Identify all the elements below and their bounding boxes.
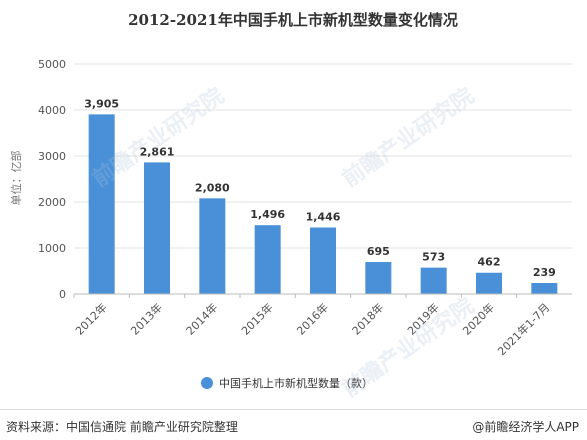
y-axis-ticks: 0 1000 2000 3000 4000 5000	[38, 58, 66, 301]
x-tick-label: 2014年	[183, 300, 220, 337]
y-tick-label: 1000	[38, 242, 66, 255]
bar-chart: 2012-2021年中国手机上市新机型数量变化情况 0 1000 2000 3000 4…	[9, 11, 572, 390]
data-label: 2,080	[195, 181, 230, 194]
x-tick-label: 2019年	[404, 300, 441, 337]
data-label: 3,905	[84, 97, 119, 110]
y-tick-label: 4000	[38, 104, 66, 117]
legend-label: 中国手机上市新机型数量（款）	[219, 376, 373, 390]
x-tick-label: 2012年	[72, 300, 109, 337]
bar	[475, 272, 503, 294]
y-axis-label: 单位：亿部	[9, 151, 23, 206]
data-label: 695	[367, 245, 390, 258]
x-axis-ticks: 2012年 2013年 2014年 2015年 2016年 2018年 2019年 2020年…	[72, 294, 552, 358]
legend-swatch	[201, 377, 213, 389]
x-tick-label: 2015年	[238, 300, 275, 337]
x-tick-label: 2018年	[349, 300, 386, 337]
brand-credit: @前瞻经济学人APP	[472, 420, 579, 434]
data-label: 573	[422, 251, 445, 264]
data-label: 462	[478, 256, 501, 269]
y-tick-label: 3000	[38, 150, 66, 163]
bar	[420, 267, 447, 294]
x-tick-label: 2021年1-7月	[494, 300, 552, 358]
bar	[143, 162, 171, 294]
y-tick-label: 0	[59, 288, 66, 301]
y-tick-label: 5000	[38, 58, 66, 71]
bars	[88, 114, 558, 295]
y-tick-label: 2000	[38, 196, 66, 209]
bar	[365, 262, 392, 294]
data-label: 239	[533, 266, 556, 279]
chart-title: 2012-2021年中国手机上市新机型数量变化情况	[128, 11, 458, 29]
bar	[254, 225, 281, 294]
bar	[309, 227, 337, 294]
bar	[531, 283, 558, 294]
legend: 中国手机上市新机型数量（款）	[201, 376, 373, 390]
data-label: 1,496	[250, 208, 285, 221]
source-note: 资料来源：中国信通院 前瞻产业研究院整理	[6, 420, 238, 434]
data-label: 2,861	[140, 145, 175, 158]
footer: 资料来源：中国信通院 前瞻产业研究院整理 @前瞻经济学人APP	[0, 409, 587, 440]
bar	[88, 114, 115, 295]
x-tick-label: 2020年	[460, 300, 497, 337]
data-labels: 3,905 2,861 2,080 1,496 1,446 695 573 462 239	[84, 97, 556, 279]
bar	[199, 198, 226, 294]
data-label: 1,446	[306, 210, 341, 223]
x-tick-label: 2013年	[128, 300, 165, 337]
x-tick-label: 2016年	[294, 300, 331, 337]
